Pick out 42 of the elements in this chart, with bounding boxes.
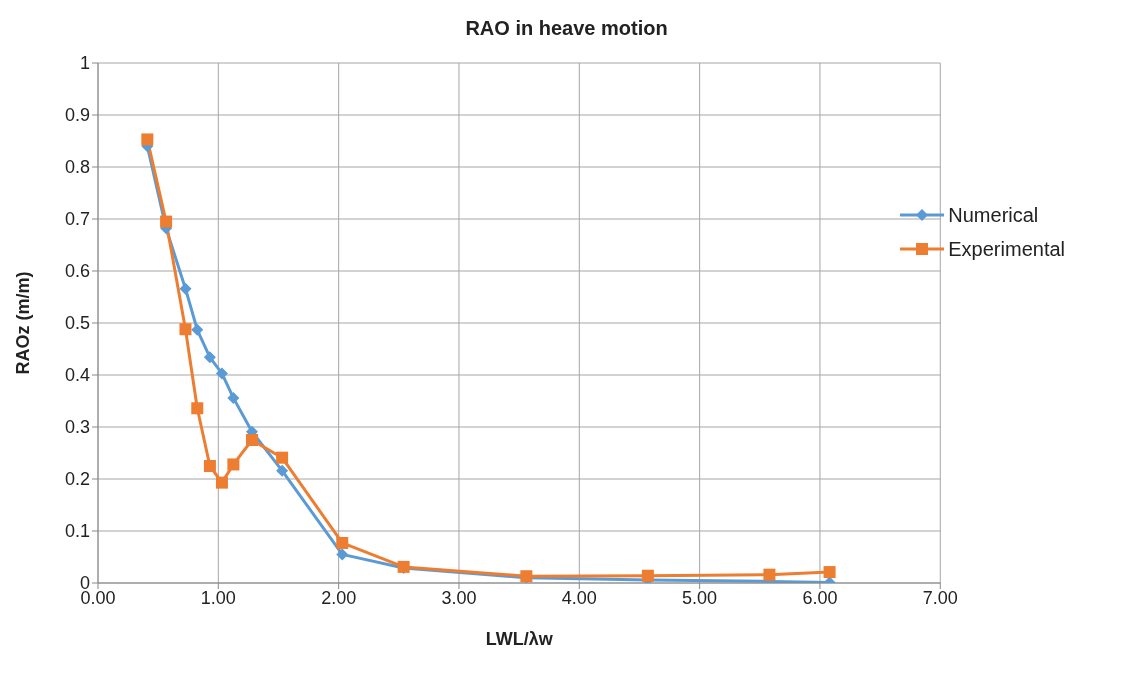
point [336,536,349,549]
point [191,402,204,415]
point [276,464,289,477]
x-tick-label: 1.00 [200,587,236,608]
y-tick-label: 1 [79,53,90,74]
point [276,451,289,464]
y-tick-label: 0.8 [64,157,90,178]
point [227,458,240,471]
y-tick-label: 0.5 [64,313,90,334]
point [336,548,349,561]
x-tick-label: 6.00 [802,587,838,608]
point [227,391,240,404]
y-tick-label: 0.4 [64,365,90,386]
point [823,566,836,579]
x-tick-label: 7.00 [922,587,958,608]
chart-title: RAO in heave motion [464,16,669,41]
x-tick-label: 3.00 [441,587,477,608]
x-tick-label: 5.00 [682,587,718,608]
point [203,460,216,472]
point [179,282,192,295]
x-tick-label: 4.00 [561,587,597,608]
y-axis-title: RAOz (m/m) [13,271,34,375]
point [215,367,228,380]
point [215,476,228,489]
legend-label: Experimental [948,237,1065,261]
x-tick-label: 2.00 [321,587,357,608]
y-tick-label: 0.6 [64,261,90,282]
y-tick-label: 0.7 [64,209,90,230]
point [763,568,776,581]
point [246,434,259,446]
y-tick-label: 0.3 [64,417,90,438]
y-tick-label: 0.2 [64,469,90,490]
point [191,323,204,336]
legend-label: Numerical [948,203,1039,227]
point [641,569,654,582]
y-tick-label: 0.1 [64,521,90,542]
y-tick-label: 0.9 [64,105,90,126]
point [179,323,192,336]
x-axis-title: LWL/λw [485,629,554,649]
point [141,133,154,146]
point [203,351,216,364]
point [160,215,173,228]
